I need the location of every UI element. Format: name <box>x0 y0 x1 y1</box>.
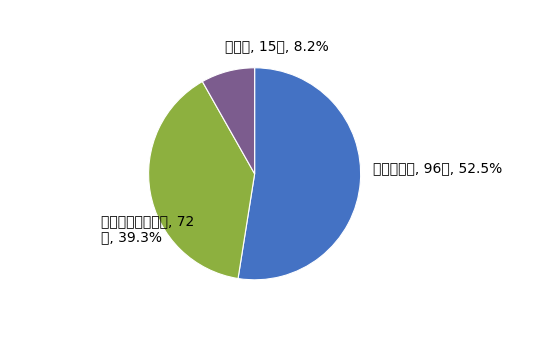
Text: 値上げした, 96件, 52.5%: 値上げした, 96件, 52.5% <box>373 161 503 176</box>
Text: 変化は見られない, 72
件, 39.3%: 変化は見られない, 72 件, 39.3% <box>101 214 194 244</box>
Wedge shape <box>238 68 361 280</box>
Text: その他, 15件, 8.2%: その他, 15件, 8.2% <box>225 39 329 54</box>
Wedge shape <box>202 68 255 174</box>
Wedge shape <box>149 82 255 278</box>
